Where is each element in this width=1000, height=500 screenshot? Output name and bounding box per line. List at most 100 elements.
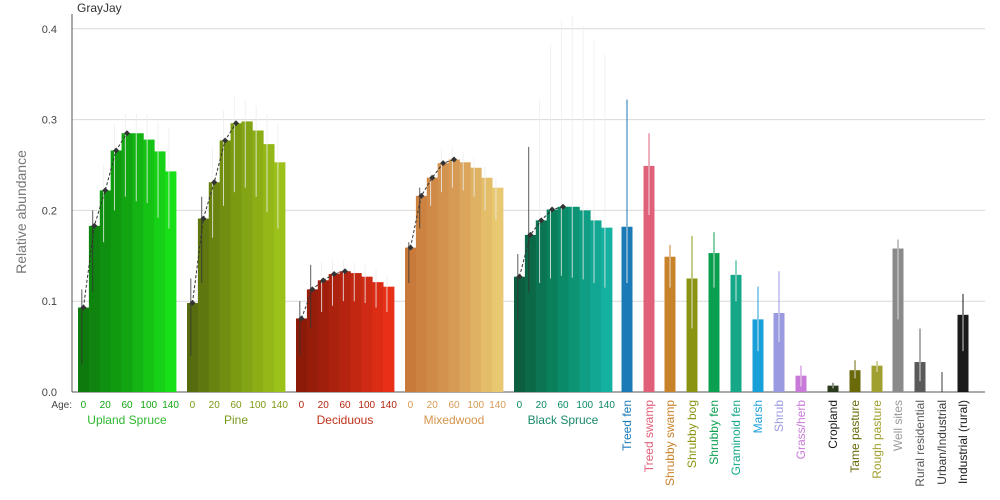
bar <box>78 307 90 392</box>
trend-marker <box>418 192 425 199</box>
bar <box>405 247 417 392</box>
bar <box>871 365 883 392</box>
bar <box>514 276 526 392</box>
bar <box>459 162 471 392</box>
bar <box>317 280 330 392</box>
category-label: Cropland <box>826 400 840 449</box>
bar <box>557 206 569 392</box>
trend-line <box>409 159 455 248</box>
bar <box>957 314 969 392</box>
category-label: Shrubby swamp <box>663 400 677 486</box>
bar <box>470 167 482 392</box>
bar <box>524 234 537 392</box>
trend-marker <box>538 217 545 224</box>
trend-marker <box>440 160 447 167</box>
bar <box>219 140 231 392</box>
bar <box>708 253 720 392</box>
category-label: Rough pasture <box>870 400 884 479</box>
bar <box>208 182 221 392</box>
category-label: Treed swamp <box>642 400 656 473</box>
trend-marker <box>80 304 87 311</box>
group-label: Mixedwood <box>424 413 485 427</box>
trend-marker <box>113 147 120 154</box>
trend-marker <box>549 206 556 213</box>
category-labels: Upland Spruce Pine Deciduous Mixedwood Black… <box>87 400 970 487</box>
bar <box>827 385 839 392</box>
trend-line <box>82 132 128 308</box>
trend-marker <box>189 300 196 307</box>
y-tick-label: 0.4 <box>42 24 57 36</box>
trend-marker <box>200 215 207 222</box>
age-tick-label: 60 <box>339 400 351 411</box>
trend-marker <box>429 174 436 181</box>
age-tick-label: 60 <box>230 400 242 411</box>
bar <box>773 313 785 392</box>
age-tick-label: 0 <box>81 400 87 411</box>
category-label: Treed fen <box>620 400 634 451</box>
category-label: Well sites <box>891 400 905 451</box>
bar <box>448 159 460 392</box>
bar <box>372 282 384 392</box>
bar <box>143 139 155 392</box>
bar <box>849 370 861 392</box>
age-tick-label: 20 <box>318 400 330 411</box>
group-label: Upland Spruce <box>87 413 167 427</box>
category-label: Marsh <box>751 400 765 433</box>
y-tick-label: 0.0 <box>42 387 57 399</box>
bar <box>165 171 177 392</box>
bar <box>621 226 633 392</box>
error-bars <box>80 15 964 392</box>
age-tick-label: 100 <box>249 400 266 411</box>
bar <box>110 150 122 392</box>
bar <box>601 227 613 392</box>
bar <box>383 286 395 392</box>
trend-marker <box>102 187 109 194</box>
bar <box>686 278 698 392</box>
category-label: Shrubby fen <box>707 400 721 465</box>
bar <box>328 273 340 392</box>
trend-marker <box>342 268 348 275</box>
bar <box>664 256 676 392</box>
age-tick-label: 60 <box>121 400 133 411</box>
bar <box>230 123 242 393</box>
y-tick-label: 0.3 <box>42 115 57 127</box>
bar <box>252 130 264 392</box>
chart-title: GrayJay <box>77 1 122 15</box>
category-label: Graminoid fen <box>729 400 743 475</box>
bar <box>339 271 351 392</box>
group-label: Pine <box>224 413 248 427</box>
age-tick-label: 100 <box>140 400 157 411</box>
trend-marker <box>309 286 316 293</box>
trend-marker <box>124 130 130 137</box>
age-tick-label: 140 <box>598 400 615 411</box>
bar <box>481 177 493 392</box>
category-label: Rural residential <box>913 400 927 487</box>
y-tick-label: 0.2 <box>42 205 57 217</box>
age-tick-label: 140 <box>489 400 506 411</box>
trend-marker <box>331 270 338 277</box>
bar <box>306 289 319 392</box>
trend-marker <box>560 203 566 210</box>
bar <box>492 187 504 392</box>
y-tick-label: 0.1 <box>42 296 57 308</box>
category-label: Urban/Industrial <box>935 400 949 485</box>
bar <box>730 274 742 392</box>
trend-marker <box>407 244 414 251</box>
age-tick-label: 20 <box>209 400 221 411</box>
bar <box>546 209 558 392</box>
bar <box>752 319 764 392</box>
trend-marker <box>211 179 218 186</box>
age-tick-label: 140 <box>271 400 288 411</box>
bar <box>568 206 580 392</box>
bar <box>121 133 133 392</box>
bar <box>197 218 210 392</box>
bar <box>241 121 253 392</box>
bar <box>437 163 449 392</box>
bar <box>88 225 101 392</box>
y-tick-labels: 0.0 0.1 0.2 0.3 0.4 <box>42 24 57 399</box>
age-tick-label: 20 <box>536 400 548 411</box>
bars <box>78 121 969 393</box>
trend-marker <box>516 273 523 280</box>
bar <box>415 195 428 392</box>
